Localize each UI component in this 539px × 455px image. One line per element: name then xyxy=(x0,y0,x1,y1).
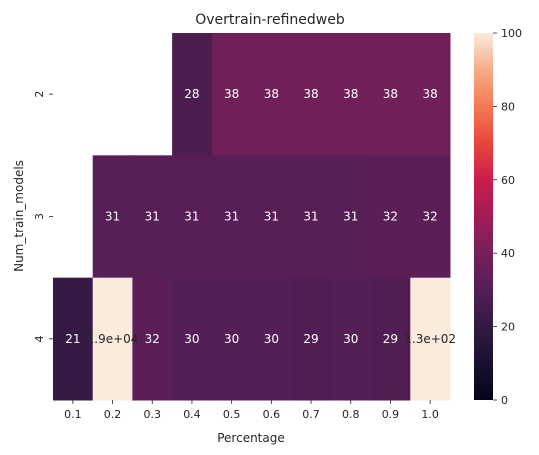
heatmap-cell xyxy=(251,155,292,279)
x-tick-label: 0.9 xyxy=(382,408,400,421)
x-tick-label: 0.7 xyxy=(302,408,320,421)
cell-annotation: 31 xyxy=(184,210,199,224)
heatmap-cell xyxy=(330,33,372,156)
cell-annotation: 38 xyxy=(343,87,358,101)
heatmap-cell xyxy=(330,155,372,279)
cell-annotation: 30 xyxy=(264,332,279,346)
y-tick-label: 4 xyxy=(33,335,46,342)
cell-annotation: 38 xyxy=(303,87,318,101)
x-tick-label: 0.6 xyxy=(263,408,281,421)
chart-title: Overtrain-refinedweb xyxy=(195,12,345,28)
heatmap-cell xyxy=(370,155,411,279)
cell-annotation: 38 xyxy=(264,87,279,101)
heatmap-cell xyxy=(410,277,451,401)
cell-annotation: 31 xyxy=(343,210,358,224)
cell-annotation: 32 xyxy=(383,210,398,224)
cell-annotation: 31 xyxy=(264,210,279,224)
x-axis: 0.1 0.2 0.3 0.4 0.5 0.6 0.7 0.8 0.9 1.0 xyxy=(64,400,439,421)
cell-annotation: 30 xyxy=(184,332,199,346)
colorbar-tick-label: 20 xyxy=(501,321,515,334)
heatmap-cell xyxy=(132,155,173,279)
x-tick-label: 0.8 xyxy=(342,408,360,421)
heatmap-cell xyxy=(291,277,332,401)
heatmap-cell xyxy=(251,277,292,401)
heatmap-cell xyxy=(172,155,213,279)
x-tick-label: 0.3 xyxy=(144,408,162,421)
heatmap-cell xyxy=(291,155,332,279)
heatmap-cell xyxy=(370,277,411,401)
x-tick-label: 0.4 xyxy=(183,408,201,421)
colorbar xyxy=(474,33,493,400)
cell-annotation: 1.9e+04 xyxy=(87,332,139,346)
heatmap-cell-labels: 28 38 38 38 38 38 38 31 31 31 31 31 31 31 32 32 21 1.9e+0… xyxy=(65,87,456,346)
heatmap-cell xyxy=(132,277,173,401)
cell-annotation: 30 xyxy=(224,332,239,346)
heatmap-cell xyxy=(370,33,411,156)
cell-annotation: 1.3e+02 xyxy=(404,332,456,346)
heatmap-cell xyxy=(53,277,94,401)
y-axis-label: Num_train_models xyxy=(12,160,26,272)
x-axis-label: Percentage xyxy=(217,431,285,445)
colorbar-tick-label: 0 xyxy=(501,394,508,407)
colorbar-tick-label: 60 xyxy=(501,174,515,187)
x-tick-label: 1.0 xyxy=(421,408,439,421)
y-axis: 2 3 4 xyxy=(33,91,53,342)
x-tick-label: 0.1 xyxy=(64,408,82,421)
heatmap-cell xyxy=(291,33,332,156)
cell-annotation: 32 xyxy=(423,210,438,224)
cell-annotation: 29 xyxy=(303,332,318,346)
colorbar-tick-label: 80 xyxy=(501,100,515,113)
colorbar-tick-label: 40 xyxy=(501,247,515,260)
y-tick-label: 3 xyxy=(33,213,46,220)
cell-annotation: 38 xyxy=(423,87,438,101)
heatmap-cell xyxy=(211,33,252,156)
heatmap-cell xyxy=(172,33,213,156)
cell-annotation: 31 xyxy=(145,210,160,224)
heatmap-cell xyxy=(92,155,133,279)
heatmap-cell xyxy=(410,155,451,279)
cell-annotation: 31 xyxy=(224,210,239,224)
heatmap-cell xyxy=(330,277,372,401)
x-tick-label: 0.2 xyxy=(104,408,122,421)
y-tick-label: 2 xyxy=(33,91,46,98)
cell-annotation: 32 xyxy=(145,332,160,346)
colorbar-ticks: 0 20 40 60 80 100 xyxy=(493,27,522,407)
heatmap-cell xyxy=(211,155,252,279)
heatmap-cell xyxy=(172,277,213,401)
cell-annotation: 31 xyxy=(105,210,120,224)
heatmap-cell xyxy=(410,33,451,156)
cell-annotation: 30 xyxy=(343,332,358,346)
x-tick-label: 0.5 xyxy=(223,408,241,421)
cell-annotation: 29 xyxy=(383,332,398,346)
cell-annotation: 38 xyxy=(383,87,398,101)
heatmap-cell xyxy=(92,277,133,401)
cell-annotation: 31 xyxy=(303,210,318,224)
colorbar-tick-label: 100 xyxy=(501,27,522,40)
cell-annotation: 38 xyxy=(224,87,239,101)
heatmap-cells xyxy=(53,33,451,401)
cell-annotation: 28 xyxy=(184,87,199,101)
heatmap-cell xyxy=(251,33,292,156)
cell-annotation: 21 xyxy=(65,332,80,346)
heatmap-cell xyxy=(211,277,252,401)
